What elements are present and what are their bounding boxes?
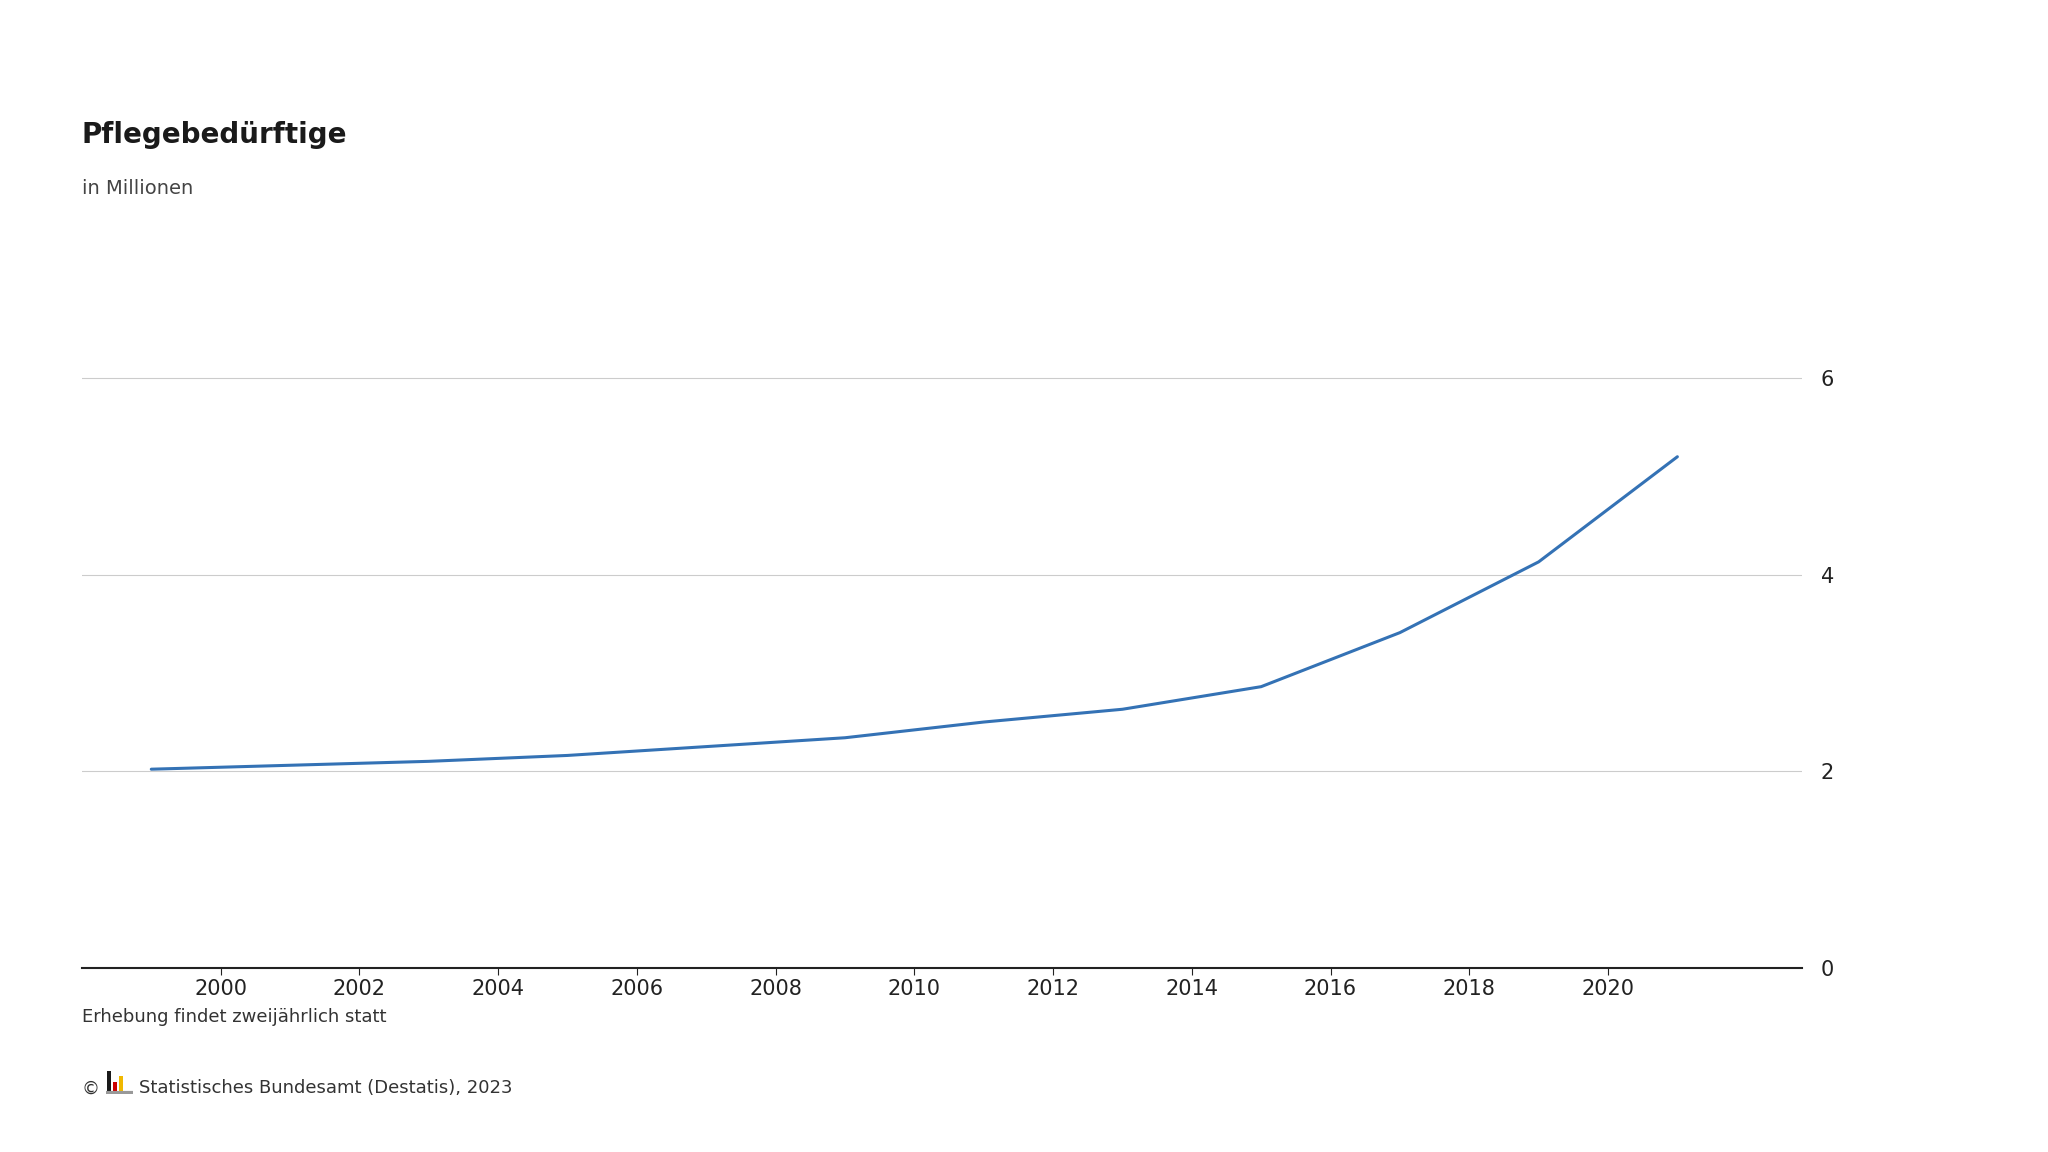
Text: Pflegebedürftige: Pflegebedürftige — [82, 121, 348, 149]
Text: Statistisches Bundesamt (Destatis), 2023: Statistisches Bundesamt (Destatis), 2023 — [139, 1079, 512, 1098]
Text: ©: © — [82, 1079, 100, 1098]
Text: Erhebung findet zweijährlich statt: Erhebung findet zweijährlich statt — [82, 1008, 387, 1026]
Bar — [113, 1082, 117, 1094]
Bar — [119, 1076, 123, 1094]
Text: in Millionen: in Millionen — [82, 179, 193, 197]
Bar — [106, 1070, 111, 1094]
